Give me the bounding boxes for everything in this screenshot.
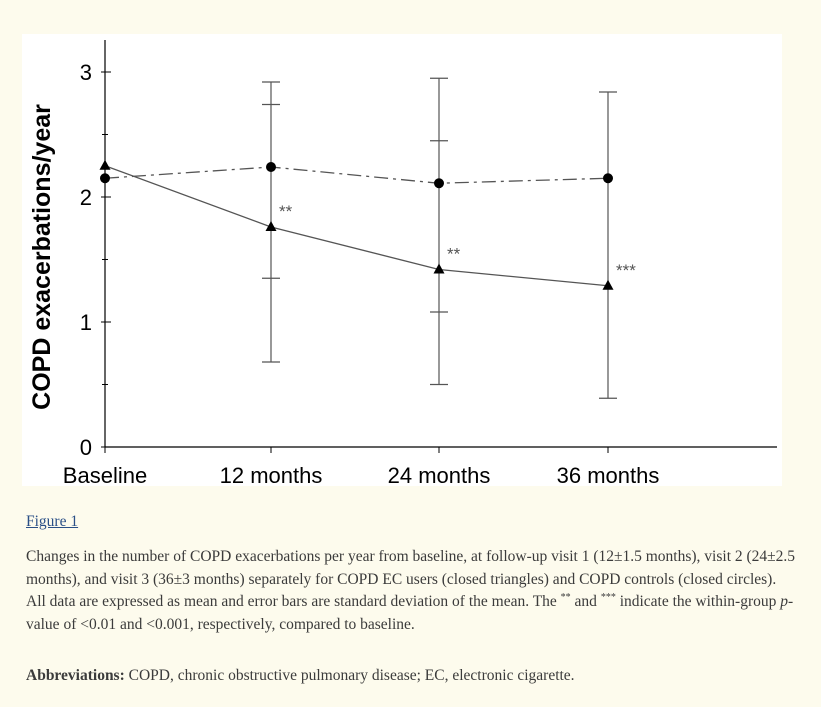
caption-text-1: Changes in the number of COPD exacerbati… bbox=[26, 548, 796, 610]
figure-link[interactable]: Figure 1 bbox=[26, 513, 79, 530]
chart-svg: 0 1 2 3 COPD exacerbations/year Baseline 12 mo… bbox=[28, 40, 777, 486]
x-tick-label-0: Baseline bbox=[63, 463, 147, 486]
series-1-point-0 bbox=[100, 173, 110, 184]
significance-label-3: *** bbox=[616, 261, 636, 280]
x-tick-label-1: 12 months bbox=[220, 463, 323, 486]
caption-p-italic: p bbox=[780, 593, 788, 610]
series-0-line bbox=[104, 165, 609, 287]
y-tick-label-3: 3 bbox=[80, 60, 92, 85]
chart-area: 0 1 2 3 COPD exacerbations/year Baseline 12 mo… bbox=[22, 34, 782, 486]
series-1-line bbox=[104, 166, 609, 184]
abbreviations: Abbreviations: COPD, chronic obstructive… bbox=[26, 667, 798, 685]
series-0-point-0 bbox=[99, 159, 111, 170]
caption-text-4: -value of <0.01 and <0.001, respectively… bbox=[26, 593, 794, 633]
series-0-point-3 bbox=[602, 279, 614, 290]
x-tick-label-2: 24 months bbox=[388, 463, 491, 486]
significance-label-2: ** bbox=[447, 245, 461, 264]
y-tick-label-0: 0 bbox=[80, 435, 92, 460]
caption-text-3: indicate the within-group bbox=[615, 593, 781, 610]
caption-sup-1: ** bbox=[560, 591, 571, 603]
series-1-point-1 bbox=[266, 162, 276, 172]
series-1-point-3 bbox=[603, 173, 613, 184]
significance-label-1: ** bbox=[279, 202, 293, 221]
y-tick-label-1: 1 bbox=[80, 310, 92, 335]
caption-sup-2: *** bbox=[600, 591, 616, 603]
y-axis-label: COPD exacerbations/year bbox=[28, 104, 56, 410]
caption-text-2: and bbox=[570, 593, 601, 610]
series-1-point-2 bbox=[434, 178, 444, 189]
series-0-point-1 bbox=[265, 221, 277, 231]
figure-caption: Changes in the number of COPD exacerbati… bbox=[26, 546, 798, 636]
y-tick-label-2: 2 bbox=[80, 185, 92, 210]
abbreviations-text: COPD, chronic obstructive pulmonary dise… bbox=[124, 667, 575, 684]
series-0-point-2 bbox=[433, 263, 445, 274]
x-tick-label-3: 36 months bbox=[557, 463, 660, 486]
abbreviations-label: Abbreviations: bbox=[26, 667, 125, 684]
